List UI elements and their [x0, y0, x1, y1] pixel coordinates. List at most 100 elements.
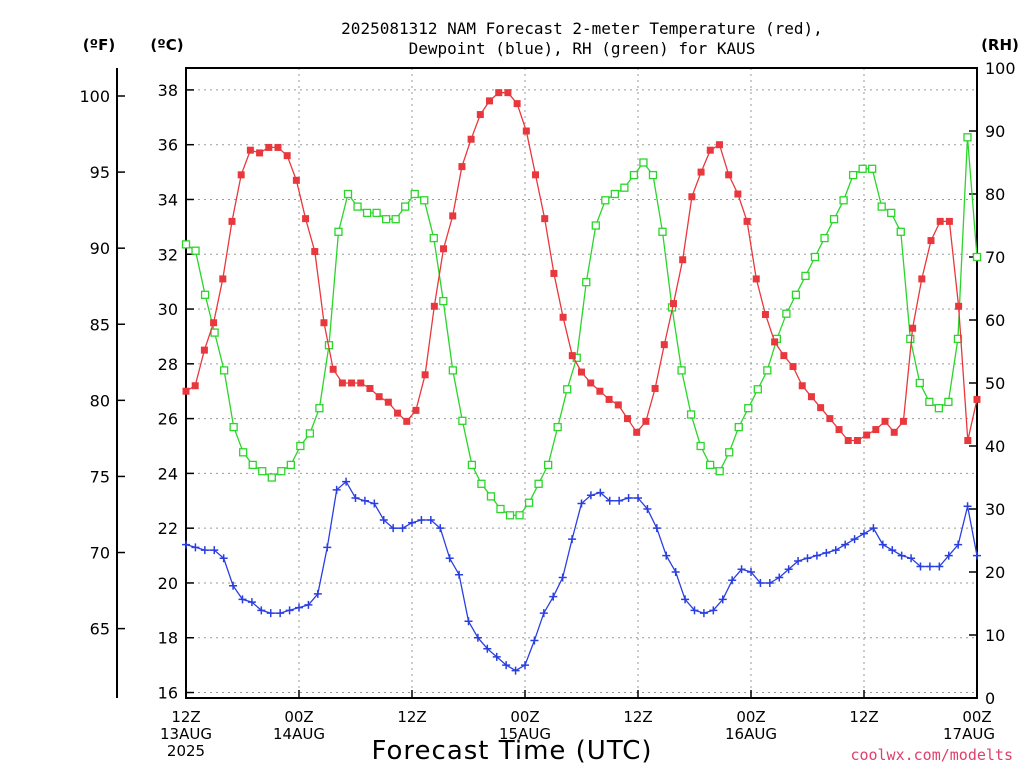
- rh-point: [458, 416, 467, 425]
- rh-point: [334, 227, 343, 236]
- rh-tick-label: 0: [985, 689, 995, 708]
- dewpoint-point: [238, 595, 247, 604]
- dewpoint-point: [342, 477, 351, 486]
- temperature-point: [237, 171, 245, 179]
- temperature-point: [780, 352, 788, 360]
- fahrenheit-tick-label: 85: [90, 315, 110, 334]
- temperature-point: [945, 217, 953, 225]
- temperature-point: [688, 193, 696, 201]
- dewpoint-point: [709, 606, 718, 615]
- dewpoint-point: [775, 573, 784, 582]
- dewpoint-point: [756, 578, 765, 587]
- rh-point: [524, 498, 534, 507]
- rh-point: [248, 460, 257, 470]
- dewpoint-point: [916, 562, 925, 571]
- dewpoint-point: [652, 524, 661, 533]
- temperature-point: [771, 338, 779, 346]
- dewpoint-point: [483, 644, 492, 653]
- temperature-point: [633, 428, 641, 436]
- temperature-point: [200, 346, 208, 354]
- temperature-point: [568, 352, 576, 360]
- temperature-point: [918, 275, 926, 283]
- temperature-point: [817, 404, 825, 412]
- temperature-point: [357, 379, 365, 387]
- dewpoint-point: [869, 524, 878, 533]
- rh-point: [315, 404, 324, 413]
- rh-axis-label: (RH): [981, 36, 1019, 54]
- rh-point: [715, 467, 724, 476]
- dewpoint-point: [944, 551, 953, 560]
- rh-point: [744, 404, 753, 413]
- temperature-point: [614, 401, 622, 409]
- temperature-point: [532, 171, 540, 179]
- temperature-point: [807, 393, 815, 401]
- rh-point: [181, 240, 191, 249]
- dewpoint-point: [549, 592, 558, 601]
- dewpoint-point: [794, 557, 803, 566]
- rh-tick-label: 100: [985, 59, 1016, 78]
- rh-point: [448, 366, 457, 375]
- temperature-point: [504, 89, 512, 97]
- rh-point: [791, 290, 801, 299]
- temperature-point: [927, 237, 935, 245]
- rh-point: [658, 227, 667, 236]
- temperature-point: [421, 371, 429, 379]
- temperature-point: [605, 395, 613, 403]
- temperature-point: [890, 428, 898, 436]
- dewpoint-point: [247, 598, 256, 607]
- temperature-point: [292, 176, 300, 184]
- rh-point: [439, 296, 448, 306]
- time-tick-label: 00Z: [510, 708, 539, 726]
- fahrenheit-axis-label: (ºF): [83, 36, 115, 54]
- temperature-point: [936, 217, 944, 225]
- rh-point: [963, 133, 972, 142]
- rh-point: [601, 196, 610, 205]
- temperature-point: [697, 168, 705, 176]
- temperature-point: [964, 437, 972, 445]
- celsius-ticks: 16 18 20 22 24 26 28 30 32 34 36 38: [158, 81, 194, 703]
- rh-point: [267, 473, 276, 482]
- dewpoint-point: [492, 652, 501, 661]
- rh-point: [677, 366, 686, 375]
- rh-point: [486, 492, 496, 501]
- rh-point: [343, 189, 353, 199]
- time-tick-label: 16AUG: [725, 725, 777, 743]
- rh-point: [629, 170, 639, 180]
- dewpoint-point: [643, 505, 652, 513]
- temperature-point: [899, 417, 907, 425]
- rh-point: [848, 170, 858, 180]
- rh-point: [696, 441, 705, 451]
- temperature-point: [642, 417, 650, 425]
- rh-point: [934, 404, 944, 413]
- dewpoint-point: [445, 554, 454, 563]
- dewpoint-point: [323, 543, 332, 552]
- temperature-point: [449, 212, 457, 220]
- dewpoint-point: [191, 543, 200, 552]
- time-tick-label: 00Z: [284, 708, 313, 726]
- dewpoint-point: [718, 595, 727, 604]
- dewpoint-point: [276, 609, 285, 618]
- temperature-point: [476, 111, 484, 119]
- dewpoint-point: [765, 578, 774, 587]
- dewpoint-point: [822, 548, 831, 557]
- rh-point: [505, 511, 515, 520]
- dewpoint-point: [747, 568, 755, 576]
- temperature-point: [725, 171, 733, 179]
- temperature-point: [909, 324, 917, 332]
- rh-line: [185, 137, 978, 516]
- temperature-point: [578, 368, 585, 376]
- rh-point: [420, 196, 429, 205]
- fahrenheit-tick-label: 90: [90, 239, 110, 258]
- celsius-tick-label: 22: [158, 519, 178, 538]
- rh-point: [591, 221, 600, 230]
- rh-point: [582, 278, 591, 287]
- dewpoint-point: [897, 551, 906, 560]
- dewpoint-point: [803, 554, 812, 563]
- temperature-point: [679, 256, 687, 264]
- time-tick-label: 00Z: [962, 708, 991, 726]
- rh-point: [620, 183, 629, 192]
- rh-point: [648, 170, 658, 180]
- temperature-point: [329, 365, 337, 373]
- temperature-point: [191, 382, 199, 390]
- dewpoint-series: [182, 477, 981, 675]
